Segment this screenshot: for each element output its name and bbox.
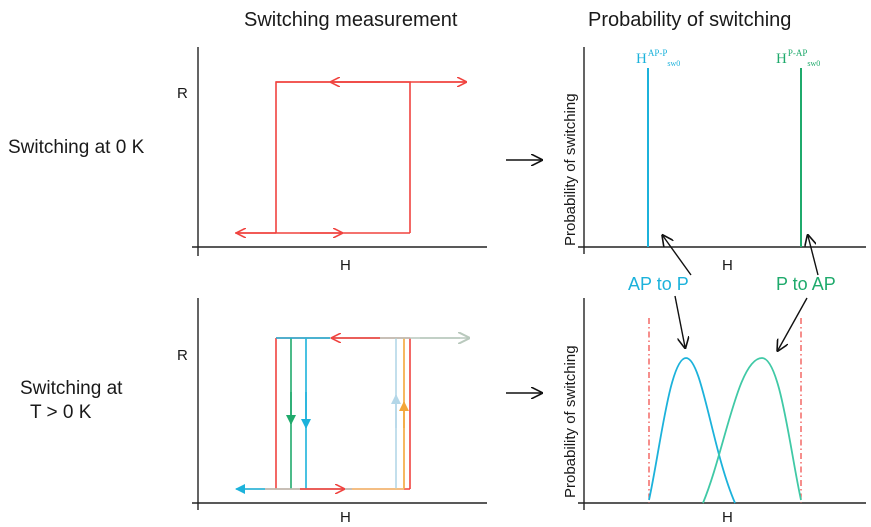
annotation-pointers <box>663 236 819 350</box>
h-sw-p-ap-label: HP-APsw0 <box>776 48 821 68</box>
h-axis-label-top-right: H <box>722 257 733 274</box>
bottom-right-axes <box>578 298 866 510</box>
bottom-left-axes <box>192 298 487 510</box>
thermal-loop-arrows <box>235 338 468 494</box>
row-label-finite-t-line1: Switching at <box>20 378 123 399</box>
annotation-p-to-ap: P to AP <box>776 274 836 294</box>
row-label-finite-t-line2: T > 0 K <box>30 402 92 423</box>
h-axis-label-bottom-left: H <box>340 509 351 526</box>
probability-title: Probability of switching <box>588 9 792 31</box>
h-axis-label-top-left: H <box>340 257 351 274</box>
h-axis-label-bottom-right: H <box>722 509 733 526</box>
ideal-hysteresis-loop <box>235 81 465 234</box>
ideal-loop-arrows <box>237 82 466 233</box>
row-label-0k: Switching at 0 K <box>8 137 145 158</box>
r-axis-label-top: R <box>177 85 188 102</box>
top-right-axes <box>578 47 866 254</box>
top-left-axes <box>192 47 487 256</box>
row-arrows <box>506 160 541 393</box>
annotation-ap-to-p: AP to P <box>628 274 689 294</box>
distribution-p-to-ap <box>702 357 802 504</box>
distribution-ap-to-p <box>648 357 736 504</box>
h-sw-ap-p-label: HAP-Psw0 <box>636 48 681 68</box>
r-axis-label-bottom: R <box>177 347 188 364</box>
thermal-hysteresis-loops <box>240 337 460 490</box>
switching-measurement-title: Switching measurement <box>244 9 458 31</box>
